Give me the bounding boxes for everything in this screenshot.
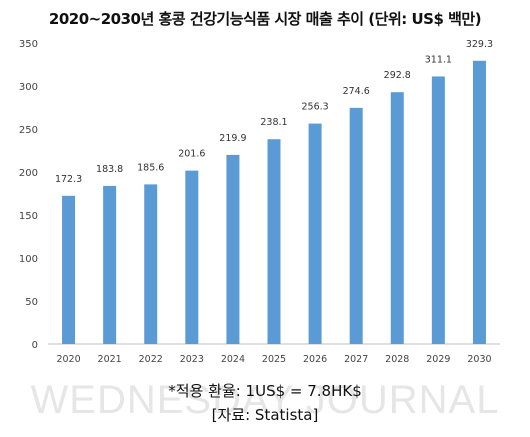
data-label: 274.6: [343, 86, 370, 97]
data-label: 219.9: [219, 133, 246, 144]
x-tick-label: 2029: [426, 354, 450, 365]
x-tick-label: 2030: [467, 354, 491, 365]
data-label: 172.3: [55, 174, 82, 185]
y-tick-label: 50: [25, 297, 38, 308]
exchange-rate-note: *적용 환율: 1US$ = 7.8HK$: [168, 382, 362, 400]
bar: [472, 60, 486, 344]
y-tick-label: 250: [19, 125, 38, 136]
bar: [349, 107, 363, 345]
chart-title: 2020~2030년 홍콩 건강기능식품 시장 매출 추이 (단위: US$ 백…: [48, 10, 482, 28]
bar: [267, 139, 281, 344]
x-tick-label: 2026: [303, 354, 327, 365]
data-label: 185.6: [137, 162, 164, 173]
y-tick-label: 300: [19, 82, 38, 93]
watermark: WEDNESDAY JOURNAL: [30, 378, 500, 422]
source-note: [자료: Statista]: [211, 406, 319, 424]
x-tick-label: 2020: [56, 354, 80, 365]
data-label: 292.8: [384, 70, 411, 81]
x-tick-label: 2024: [221, 354, 245, 365]
y-tick-label: 150: [19, 211, 38, 222]
x-tick-label: 2028: [385, 354, 409, 365]
x-tick-label: 2022: [139, 354, 163, 365]
y-tick-label: 200: [19, 168, 38, 179]
bar: [226, 154, 240, 344]
y-tick-label: 100: [19, 254, 38, 265]
bar: [62, 195, 76, 344]
bar: [144, 184, 158, 344]
data-label: 238.1: [260, 117, 287, 128]
data-label: 201.6: [178, 149, 205, 160]
bar: [308, 123, 322, 344]
data-label: 256.3: [301, 102, 328, 113]
data-label: 311.1: [425, 54, 452, 65]
x-tick-label: 2025: [262, 354, 286, 365]
x-tick-label: 2021: [98, 354, 122, 365]
data-label: 183.8: [96, 164, 123, 175]
x-tick-label: 2027: [344, 354, 368, 365]
y-tick-label: 350: [19, 39, 38, 50]
y-tick-label: 0: [32, 340, 38, 351]
bar: [185, 170, 199, 344]
bar: [390, 92, 404, 344]
data-label: 329.3: [466, 39, 493, 50]
x-tick-label: 2023: [180, 354, 204, 365]
bar: [431, 76, 445, 344]
bar: [103, 185, 117, 344]
